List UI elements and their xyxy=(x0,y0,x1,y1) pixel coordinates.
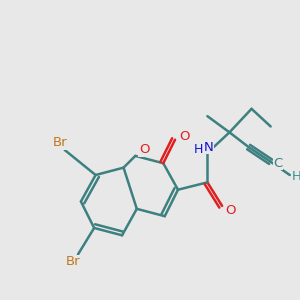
Text: C: C xyxy=(273,157,283,170)
Text: O: O xyxy=(139,143,149,156)
Text: O: O xyxy=(179,130,190,143)
Text: H: H xyxy=(291,170,300,183)
Text: Br: Br xyxy=(53,136,68,149)
Text: Br: Br xyxy=(66,255,81,268)
Text: O: O xyxy=(225,204,236,217)
Text: N: N xyxy=(204,141,214,154)
Text: H: H xyxy=(193,143,203,156)
